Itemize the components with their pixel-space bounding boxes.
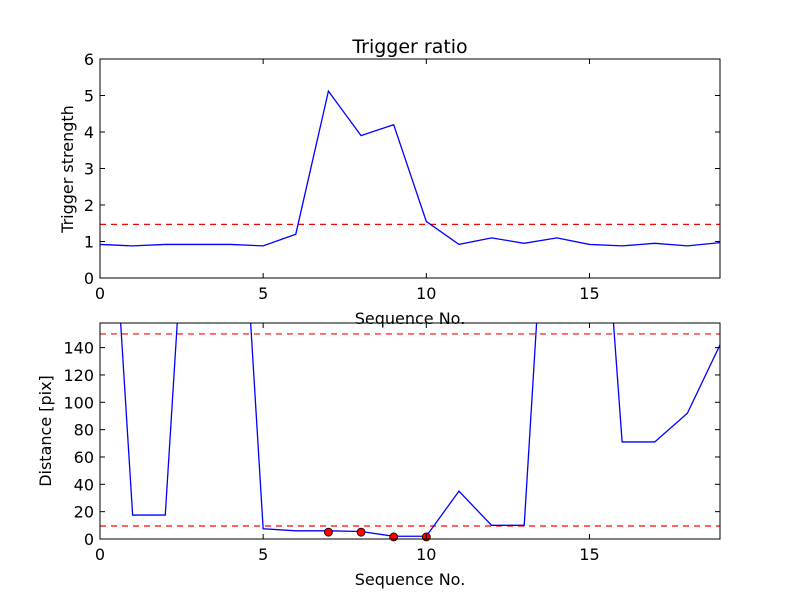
y-tick-label: 1 bbox=[84, 233, 94, 252]
bottom-threshold-lines bbox=[100, 333, 720, 527]
y-tick-label: 6 bbox=[84, 50, 94, 69]
y-tick-label: 60 bbox=[74, 448, 94, 467]
bottom-x-axis-label: Sequence No. bbox=[355, 570, 466, 589]
y-tick-label: 0 bbox=[84, 269, 94, 288]
y-tick-label: 20 bbox=[74, 503, 94, 522]
data-point-marker bbox=[389, 532, 399, 542]
bottom-series bbox=[119, 323, 720, 537]
bottom-plot-frame bbox=[99, 322, 721, 540]
bottom-axes-ticks: 0 5 10 15 0 20 40 60 80 100 120 140 bbox=[63, 323, 720, 564]
y-tick-label: 4 bbox=[84, 123, 94, 142]
bottom-chart: 0 5 10 15 0 20 40 60 80 100 120 140 Sequence No. Di… bbox=[36, 322, 721, 589]
data-point-marker bbox=[324, 527, 333, 537]
top-axes-ticks: 0 5 10 15 0 1 2 3 4 5 6 bbox=[84, 50, 720, 303]
top-chart-title: Trigger ratio bbox=[351, 36, 467, 58]
series-line bbox=[100, 89, 720, 247]
top-series bbox=[100, 89, 720, 247]
series-line bbox=[119, 323, 720, 537]
top-x-axis-label: Sequence No. bbox=[355, 309, 466, 328]
top-y-axis-label: Trigger strength bbox=[58, 105, 77, 234]
x-tick-label: 15 bbox=[579, 545, 599, 564]
y-tick-label: 5 bbox=[84, 87, 94, 106]
data-point-marker bbox=[356, 527, 366, 537]
x-tick-label: 0 bbox=[95, 545, 105, 564]
bottom-y-axis-label: Distance [pix] bbox=[36, 375, 55, 487]
x-tick-label: 5 bbox=[258, 545, 268, 564]
y-tick-label: 2 bbox=[84, 196, 94, 215]
y-tick-label: 100 bbox=[63, 393, 94, 412]
y-tick-label: 0 bbox=[84, 530, 94, 549]
y-tick-label: 140 bbox=[63, 339, 94, 358]
x-tick-label: 10 bbox=[416, 545, 436, 564]
top-chart: Trigger ratio 0 5 10 15 0 1 2 3 4 5 6 Sequence No.… bbox=[58, 36, 721, 328]
x-tick-label: 5 bbox=[258, 284, 268, 303]
x-tick-label: 15 bbox=[579, 284, 599, 303]
y-tick-label: 120 bbox=[63, 366, 94, 385]
x-tick-label: 10 bbox=[416, 284, 436, 303]
y-tick-label: 40 bbox=[74, 475, 94, 494]
y-tick-label: 80 bbox=[74, 421, 94, 440]
y-tick-label: 3 bbox=[84, 160, 94, 179]
x-tick-label: 0 bbox=[95, 284, 105, 303]
